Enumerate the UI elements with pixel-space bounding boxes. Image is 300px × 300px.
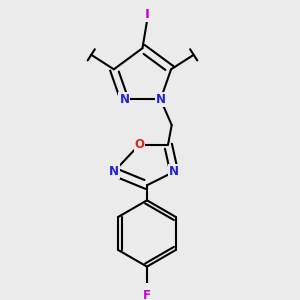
Text: F: F: [143, 289, 151, 300]
Text: N: N: [119, 93, 129, 106]
Text: N: N: [155, 93, 166, 106]
Text: N: N: [169, 165, 179, 178]
Text: N: N: [109, 165, 119, 178]
Text: I: I: [145, 8, 150, 21]
Text: O: O: [134, 138, 145, 151]
